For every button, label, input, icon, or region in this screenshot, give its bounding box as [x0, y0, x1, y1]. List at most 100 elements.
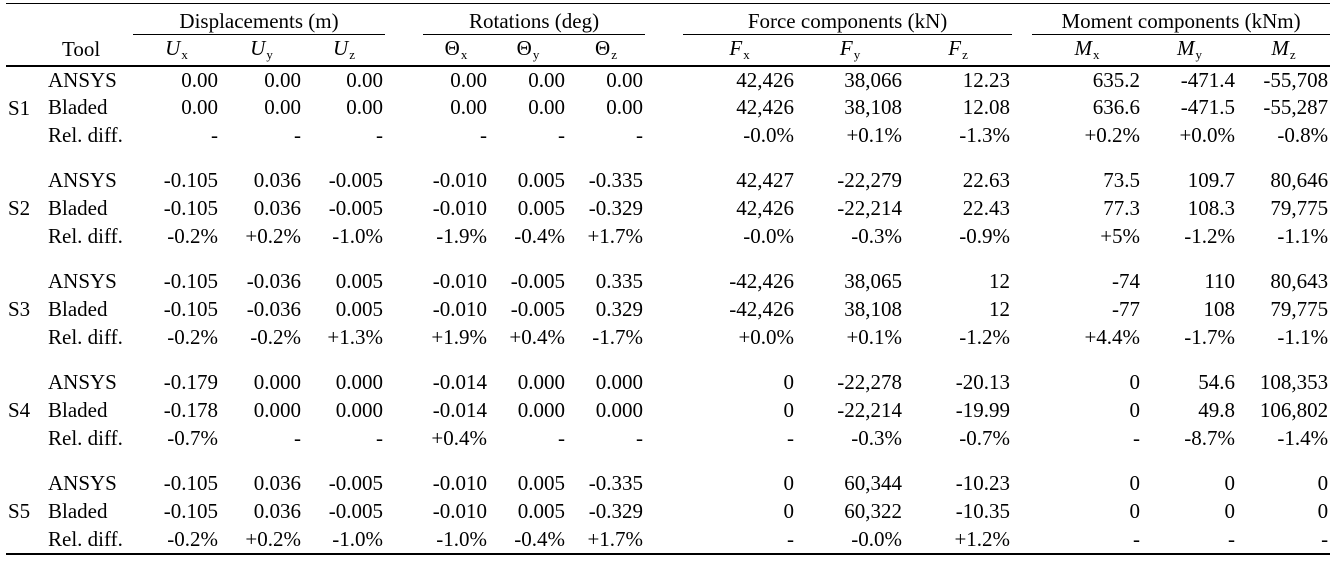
results-table-container: Displacements (m) Rotations (deg) Force … [6, 3, 1331, 555]
value-cell: -0.329 [588, 499, 644, 523]
value-cell: 60,344 [844, 471, 903, 495]
value-cell: 0.00 [346, 67, 384, 92]
value-cell: 0 [783, 398, 795, 422]
symbol-subscript: x [181, 47, 188, 63]
tool-cell: Bladed [48, 95, 108, 119]
value-cell: -0.010 [432, 297, 488, 321]
group-header-rotations: Rotations (deg) [423, 3, 646, 35]
value-cell: 0 [1317, 471, 1329, 495]
value-cell: -19.99 [955, 398, 1011, 422]
spacer-cell [1012, 526, 1032, 554]
symbol-subscript: y [532, 47, 540, 63]
symbol-base: U [333, 36, 349, 61]
value-cell: 0.000 [253, 370, 301, 394]
spacer-cell [645, 324, 683, 352]
value-cell: 0.000 [595, 370, 644, 394]
spacer-cell [385, 94, 423, 122]
value-cell: -77 [1112, 297, 1141, 321]
value-cell: -0.335 [588, 471, 644, 495]
table-row: Rel. diff. -0.2% -0.2% +1.3% +1.9% +0.4% -1.7%… [6, 324, 1330, 352]
spacer-cell [385, 526, 423, 554]
value-cell: - [1133, 426, 1141, 450]
value-cell: 0.00 [528, 67, 566, 92]
value-cell: 0.00 [181, 67, 218, 92]
value-cell: -0.3% [851, 426, 903, 450]
spacer-cell [1012, 470, 1032, 498]
value-cell: -0.010 [432, 168, 488, 192]
value-cell: 38,108 [844, 95, 903, 119]
column-header-fx: Fx [683, 34, 797, 67]
value-cell: -0.0% [743, 123, 795, 147]
spacer-cell [1012, 195, 1032, 223]
value-cell: 0.329 [595, 297, 644, 321]
spacer-cell [1012, 498, 1032, 526]
spacer-cell [1012, 122, 1032, 150]
symbol-base: Θ [516, 36, 532, 61]
value-cell: -0.3% [851, 224, 903, 248]
value-cell: +4.4% [1084, 325, 1141, 349]
value-cell: -0.010 [432, 471, 488, 495]
row-group-label: S4 [8, 398, 31, 422]
value-cell: 0 [1224, 499, 1236, 523]
table-row: Bladed -0.105 0.036 -0.005 -0.010 0.005 -0.329… [6, 498, 1330, 526]
spacer-cell [645, 425, 683, 453]
spacer-cell [645, 195, 683, 223]
value-cell: - [787, 526, 795, 551]
symbol-base: Θ [595, 36, 611, 61]
table-row: S2 ANSYS -0.105 0.036 -0.005 -0.010 0.005 -0.33… [6, 167, 1330, 219]
value-cell: 79,775 [1270, 297, 1329, 321]
value-cell: -471.4 [1180, 67, 1236, 92]
value-cell: 0 [783, 370, 795, 394]
value-cell: -0.005 [510, 269, 566, 293]
s-column-header-blank [6, 34, 46, 67]
value-cell: +0.2% [245, 526, 301, 551]
tool-cell: Rel. diff. [48, 224, 123, 248]
value-cell: 12.08 [962, 95, 1011, 119]
value-cell: -1.0% [436, 526, 488, 551]
value-cell: - [636, 426, 644, 450]
value-cell: 79,775 [1270, 196, 1329, 220]
spacer-cell [1012, 397, 1032, 425]
symbol-base: M [1074, 36, 1093, 61]
group-spacer [1012, 4, 1032, 35]
value-cell: -8.7% [1184, 426, 1236, 450]
value-cell: -0.014 [432, 398, 488, 422]
symbol-subscript: z [349, 47, 355, 63]
value-cell: -0.005 [328, 471, 384, 495]
value-cell: 0.00 [181, 95, 218, 119]
value-cell: -0.010 [432, 196, 488, 220]
value-cell: - [480, 123, 488, 147]
value-cell: +0.1% [846, 123, 903, 147]
value-cell: -0.105 [163, 196, 218, 220]
symbol-subscript: z [611, 47, 617, 63]
value-cell: -0.179 [163, 370, 218, 394]
value-cell: -42,426 [729, 269, 795, 293]
tool-cell: Bladed [48, 196, 108, 220]
value-cell: 0.000 [335, 370, 384, 394]
group-header-forces: Force components (kN) [683, 3, 1013, 35]
value-cell: 12 [989, 297, 1011, 321]
value-cell: -0.105 [163, 297, 218, 321]
group-header-moments: Moment components (kNm) [1032, 3, 1331, 35]
value-cell: 0.005 [517, 471, 566, 495]
value-cell: 0 [783, 471, 795, 495]
value-cell: 109.7 [1187, 168, 1236, 192]
row-group-label: S3 [8, 297, 31, 321]
spacer-cell [385, 397, 423, 425]
spacer-cell [645, 526, 683, 554]
column-header-uy: Uy [220, 34, 303, 67]
spacer-cell [385, 66, 423, 94]
spacer-cell [1012, 296, 1032, 324]
value-cell: 0.000 [595, 398, 644, 422]
value-cell: 80,643 [1270, 269, 1329, 293]
value-cell: 12.23 [962, 67, 1011, 92]
symbol-base: U [165, 36, 181, 61]
symbol-base: Θ [444, 36, 460, 61]
value-cell: 0 [1317, 499, 1329, 523]
value-cell: 60,322 [844, 499, 903, 523]
value-cell: -1.1% [1277, 224, 1329, 248]
value-cell: - [376, 426, 384, 450]
spacer-cell [645, 94, 683, 122]
value-cell: +0.1% [846, 325, 903, 349]
value-cell: +1.3% [327, 325, 384, 349]
